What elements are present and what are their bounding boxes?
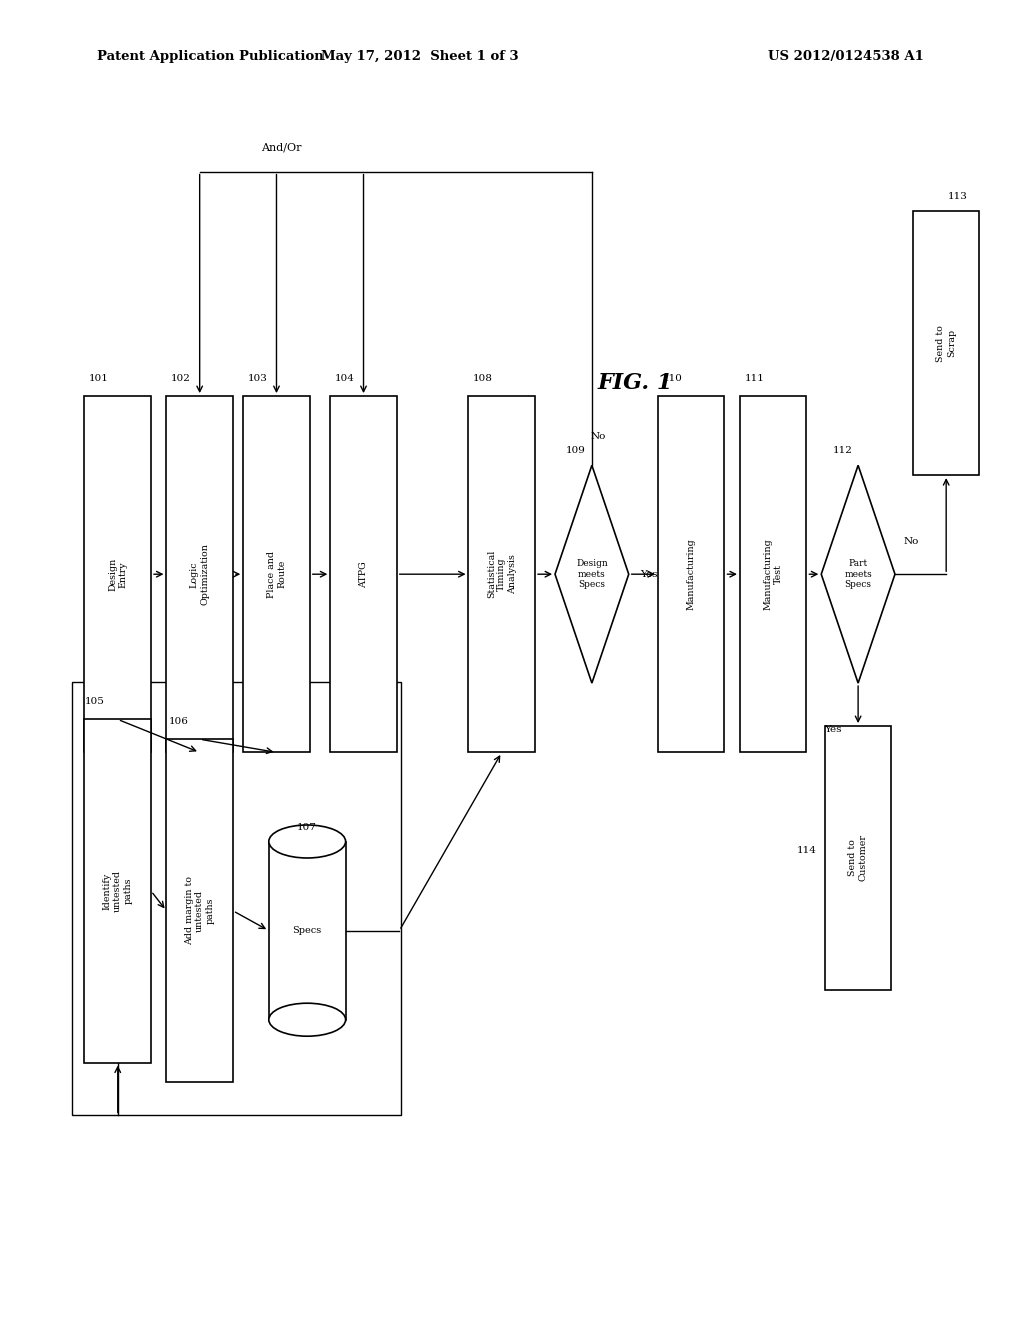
- Text: May 17, 2012  Sheet 1 of 3: May 17, 2012 Sheet 1 of 3: [322, 50, 518, 63]
- Text: 102: 102: [171, 374, 190, 383]
- Text: Manufacturing: Manufacturing: [687, 539, 695, 610]
- Text: No: No: [590, 432, 606, 441]
- Bar: [84, 719, 152, 1063]
- Bar: [469, 396, 535, 752]
- Text: No: No: [903, 537, 920, 545]
- Bar: [658, 396, 725, 752]
- Text: FIG. 1: FIG. 1: [597, 372, 673, 393]
- Polygon shape: [821, 466, 895, 684]
- Bar: [739, 396, 807, 752]
- Text: Yes: Yes: [823, 725, 842, 734]
- Text: Design
Entry: Design Entry: [109, 557, 127, 591]
- Bar: [166, 396, 233, 752]
- Bar: [72, 682, 401, 1115]
- Bar: [913, 211, 980, 475]
- Text: 105: 105: [85, 697, 104, 706]
- Text: 111: 111: [744, 374, 764, 383]
- Text: Place and
Route: Place and Route: [267, 550, 286, 598]
- Text: Patent Application Publication: Patent Application Publication: [97, 50, 324, 63]
- Text: Design
meets
Specs: Design meets Specs: [575, 560, 608, 589]
- Text: Statistical
Timing
Analysis: Statistical Timing Analysis: [486, 550, 517, 598]
- Bar: [330, 396, 397, 752]
- Text: 112: 112: [833, 446, 852, 455]
- Text: Logic
Optimization: Logic Optimization: [190, 544, 209, 605]
- Bar: [825, 726, 891, 990]
- Text: 113: 113: [948, 191, 968, 201]
- Bar: [244, 396, 309, 752]
- Text: Send to
Customer: Send to Customer: [849, 834, 867, 882]
- Text: And/Or: And/Or: [261, 143, 302, 153]
- Bar: [166, 739, 233, 1082]
- Text: US 2012/0124538 A1: US 2012/0124538 A1: [768, 50, 924, 63]
- Text: 104: 104: [335, 374, 354, 383]
- Text: Manufacturing
Test: Manufacturing Test: [764, 539, 782, 610]
- Text: Yes: Yes: [640, 570, 658, 578]
- Text: Add margin to
untested
paths: Add margin to untested paths: [184, 876, 215, 945]
- Text: Send to
Scrap: Send to Scrap: [937, 325, 955, 362]
- Polygon shape: [555, 466, 629, 684]
- Text: 103: 103: [248, 374, 267, 383]
- Text: 108: 108: [473, 374, 493, 383]
- Text: Specs: Specs: [293, 927, 322, 935]
- Bar: [84, 396, 152, 752]
- Text: Part
meets
Specs: Part meets Specs: [844, 560, 872, 589]
- Ellipse shape: [268, 1003, 345, 1036]
- Text: 101: 101: [89, 374, 109, 383]
- Text: 114: 114: [797, 846, 816, 855]
- Text: ATPG: ATPG: [359, 561, 368, 587]
- Ellipse shape: [268, 825, 345, 858]
- Text: 109: 109: [566, 446, 586, 455]
- Text: Identify
untested
paths: Identify untested paths: [102, 870, 133, 912]
- Bar: [268, 842, 346, 1020]
- Text: 107: 107: [297, 822, 316, 832]
- Text: 110: 110: [663, 374, 682, 383]
- Text: 106: 106: [169, 717, 188, 726]
